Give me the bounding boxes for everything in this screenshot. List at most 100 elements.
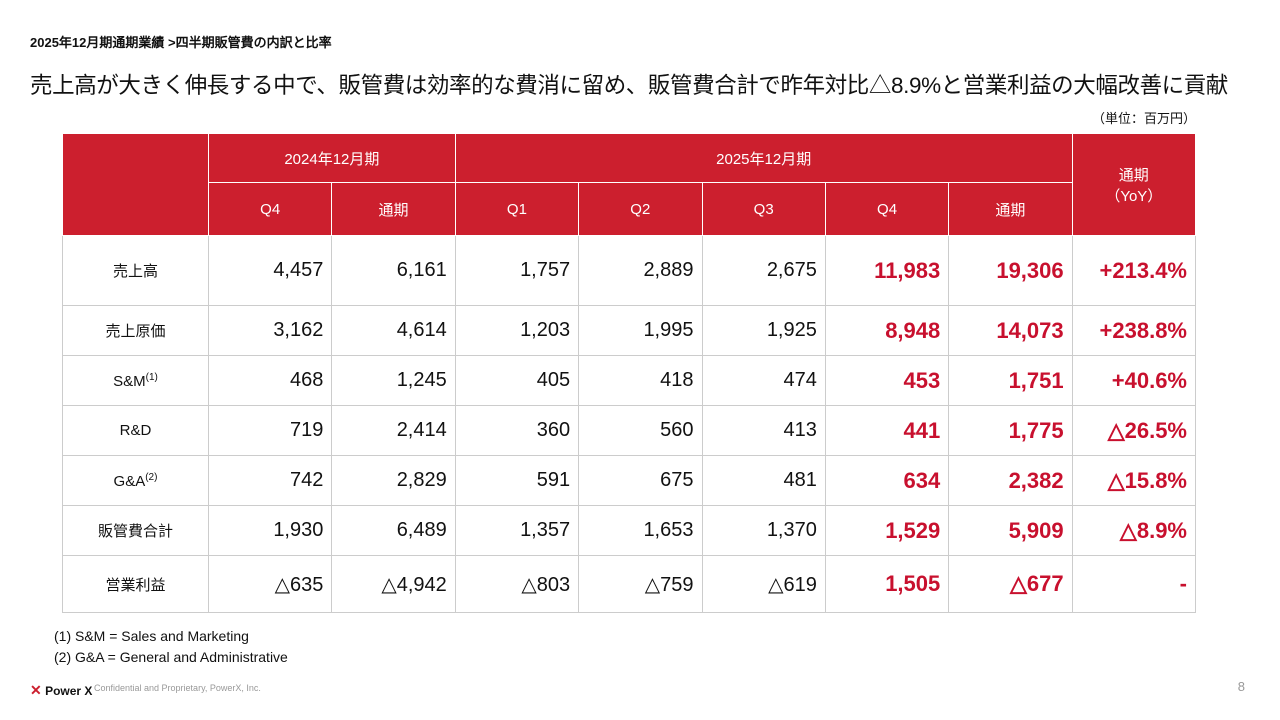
- cell: 4,457: [207, 235, 333, 306]
- cell: 1,930: [207, 505, 333, 556]
- note-marker: (1): [145, 371, 158, 383]
- cell: 2,829: [331, 455, 456, 506]
- cell: 591: [454, 455, 580, 506]
- cell: 6,161: [331, 235, 456, 306]
- cell: 1,757: [454, 235, 580, 306]
- cell: 1,751: [948, 355, 1073, 406]
- cell: 1,505: [824, 555, 950, 613]
- column-header: Q4: [824, 182, 950, 236]
- cell: 453: [824, 355, 950, 406]
- cell: 3,162: [207, 305, 333, 356]
- cell: 2,889: [578, 235, 703, 306]
- cell: 418: [578, 355, 703, 406]
- cell: 6,489: [331, 505, 456, 556]
- row-label-text: G&A: [113, 472, 146, 490]
- header-row: 2024年12月期 2025年12月期 通期 （YoY）: [62, 133, 1197, 236]
- cell: △26.5%: [1071, 405, 1197, 456]
- row-label-text: 営業利益: [105, 576, 166, 594]
- column-header: Q3: [701, 182, 826, 236]
- cell: 360: [454, 405, 580, 456]
- cell: △635: [207, 555, 333, 613]
- unit: （単位：百万円）: [1091, 111, 1196, 126]
- cell: △15.8%: [1071, 455, 1197, 506]
- cell: 11,983: [824, 235, 950, 306]
- row-label-text: S&M: [113, 372, 146, 390]
- notice: Confidential and Proprietary, PowerX, In…: [94, 683, 261, 693]
- cell: △8.9%: [1071, 505, 1197, 556]
- header-row: Q4 通期 Q1 Q2 Q3 Q4 通期: [63, 182, 1196, 236]
- row-label: R&D: [62, 405, 209, 456]
- column-header: Q4: [207, 182, 333, 236]
- row: 売上高 4,457 6,161 1,757 2,889 2,675 11,983 19,306…: [62, 235, 1197, 306]
- row-label: 販管費合計: [62, 505, 209, 556]
- cell: 719: [207, 405, 333, 456]
- corner: [62, 133, 209, 236]
- cell: +40.6%: [1071, 355, 1197, 406]
- column-header: Q1: [454, 182, 580, 236]
- cell: 560: [578, 405, 703, 456]
- cell: 1,245: [331, 355, 456, 406]
- footnote: (1) S&M = Sales and Marketing: [54, 628, 249, 644]
- row-label-text: 売上原価: [105, 323, 166, 340]
- cell: 1,203: [454, 305, 580, 356]
- cell: 481: [701, 455, 826, 506]
- cell: +213.4%: [1071, 235, 1197, 306]
- note-marker: (2): [145, 471, 158, 483]
- column-header: Q2: [578, 182, 703, 236]
- footnote: (2) G&A = General and Administrative: [54, 649, 288, 665]
- cell: 2,675: [701, 235, 826, 306]
- cell: 675: [578, 455, 703, 506]
- column-header: 通期: [948, 182, 1073, 236]
- cell: 1,775: [948, 405, 1073, 456]
- cell: 1,995: [578, 305, 703, 356]
- row: S&M(1) 468 1,245 405 418 474 453 1,751 +40.6%: [62, 355, 1197, 406]
- cell: 634: [824, 455, 950, 506]
- cell: 441: [824, 405, 950, 456]
- row-label: 売上原価: [62, 305, 209, 356]
- title: 売上高が大きく伸長する中で、販管費は効率的な費消に留め、販管費合計で昨年対比△8…: [30, 73, 1228, 98]
- yoy-header-line: 通期: [1118, 166, 1149, 184]
- row: 販管費合計 1,930 6,489 1,357 1,653 1,370 1,529 5,909…: [62, 505, 1197, 556]
- cell: 1,370: [701, 505, 826, 556]
- cell: +238.8%: [1071, 305, 1197, 356]
- cell: 1,925: [701, 305, 826, 356]
- column-header: 通期: [331, 182, 456, 236]
- cell: 2,382: [948, 455, 1073, 506]
- cell: 742: [207, 455, 333, 506]
- row-label: G&A(2): [62, 455, 209, 506]
- row: R&D 719 2,414 360 560 413 441 1,775 △26.5%: [62, 405, 1197, 456]
- brand-name: Power X: [45, 684, 93, 698]
- cell: △619: [701, 555, 826, 613]
- row: G&A(2) 742 2,829 591 675 481 634 2,382 △15.8%: [62, 455, 1197, 506]
- row-label: S&M(1): [62, 355, 209, 406]
- cell: △803: [454, 555, 580, 613]
- cell: 413: [701, 405, 826, 456]
- group-header: 2025年12月期: [454, 133, 1073, 183]
- cell: 2,414: [331, 405, 456, 456]
- cell: 468: [207, 355, 333, 406]
- row-label: 営業利益: [62, 555, 209, 613]
- row: 営業利益 △635 △4,942 △803 △759 △619 1,505 △677-: [62, 555, 1197, 613]
- brand: ✕ Power X: [30, 682, 93, 698]
- cell: 8,948: [824, 305, 950, 356]
- cell: 14,073: [948, 305, 1073, 356]
- cell: 4,614: [331, 305, 456, 356]
- cell: 1,529: [824, 505, 950, 556]
- cell: 474: [701, 355, 826, 406]
- cell: 19,306: [948, 235, 1073, 306]
- row-label-text: R&D: [119, 422, 152, 439]
- cell: △759: [578, 555, 703, 613]
- group-header: 2024年12月期: [208, 133, 456, 183]
- cell: 5,909: [948, 505, 1073, 556]
- cell: 1,653: [578, 505, 703, 556]
- breadcrumb: 2025年12月期通期業績 >四半期販管費の内訳と比率: [30, 35, 332, 50]
- table: 2024年12月期 2025年12月期 通期 （YoY） Q4 通期 Q1 Q2 Q3 Q4 通期売…: [62, 133, 1197, 613]
- cell: △677: [948, 555, 1073, 613]
- row-label: 売上高: [62, 235, 209, 306]
- row-label-text: 販管費合計: [97, 523, 173, 540]
- cell: 1,357: [454, 505, 580, 556]
- page-number: 8: [1237, 679, 1245, 694]
- cell: -: [1071, 555, 1197, 613]
- row: 売上原価 3,162 4,614 1,203 1,995 1,925 8,948 14,073…: [62, 305, 1197, 356]
